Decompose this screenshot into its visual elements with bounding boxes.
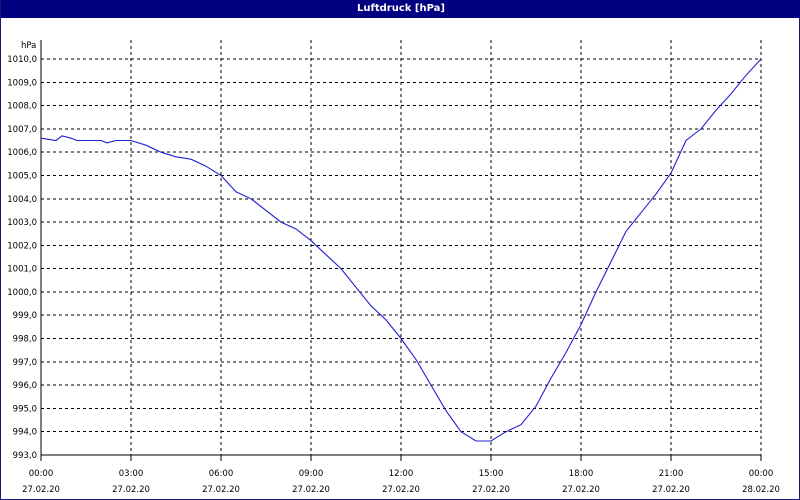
x-tick-labels: 00:00 27.02.20 03:00 27.02.20 06:00 27.02.20 0… — [22, 469, 780, 495]
y-tick-label: 996,0 — [13, 381, 37, 391]
y-tick-label: 1003,0 — [7, 218, 37, 228]
y-tick-label: 1005,0 — [7, 171, 37, 181]
y-tick-label: 1010,0 — [7, 55, 37, 65]
series-line-luftdruck — [40, 58, 762, 442]
y-tick-label: 1007,0 — [7, 125, 37, 135]
x-tick-date-label: 27.02.20 — [562, 485, 600, 495]
x-tick-time-label: 15:00 — [479, 469, 504, 479]
chart-title: Luftdruck [hPa] — [1, 0, 800, 18]
x-tick-date-label: 28.02.20 — [742, 485, 780, 495]
y-tick-label: 997,0 — [13, 358, 37, 368]
x-tick-date-label: 27.02.20 — [292, 485, 330, 495]
x-tick-time-label: 00:00 — [749, 469, 774, 479]
y-axis-unit-label: hPa — [21, 41, 36, 51]
x-tick-time-label: 03:00 — [119, 469, 144, 479]
y-tick-label: 993,0 — [13, 451, 37, 461]
x-tick-time-label: 06:00 — [209, 469, 234, 479]
y-tick-label: 1001,0 — [7, 265, 37, 275]
y-tick-label: 994,0 — [13, 428, 37, 438]
y-tick-label: 999,0 — [13, 311, 37, 321]
y-tick-label: 1006,0 — [7, 148, 37, 158]
x-tick-date-label: 27.02.20 — [112, 485, 150, 495]
y-tick-label: 1004,0 — [7, 195, 37, 205]
x-tick-time-label: 00:00 — [29, 469, 54, 479]
x-tick-time-label: 12:00 — [389, 469, 414, 479]
x-tick-date-label: 27.02.20 — [202, 485, 240, 495]
grid — [41, 40, 762, 455]
x-tick-date-label: 27.02.20 — [22, 485, 60, 495]
y-tick-label: 1000,0 — [7, 288, 37, 298]
axes — [40, 40, 762, 461]
y-tick-label: 995,0 — [13, 404, 37, 414]
x-tick-time-label: 09:00 — [299, 469, 324, 479]
x-tick-date-label: 27.02.20 — [652, 485, 690, 495]
x-tick-time-label: 18:00 — [569, 469, 594, 479]
y-tick-label: 998,0 — [13, 335, 37, 345]
y-tick-label: 1008,0 — [7, 102, 37, 112]
series-layer — [40, 58, 762, 442]
y-tick-labels: 993,0 994,0 995,0 996,0 997,0 998,0 999,0 1000,… — [7, 55, 37, 461]
y-tick-label: 1002,0 — [7, 241, 37, 251]
x-tick-date-label: 27.02.20 — [382, 485, 420, 495]
x-tick-time-label: 21:00 — [659, 469, 684, 479]
y-tick-label: 1009,0 — [7, 78, 37, 88]
x-tick-date-label: 27.02.20 — [472, 485, 510, 495]
